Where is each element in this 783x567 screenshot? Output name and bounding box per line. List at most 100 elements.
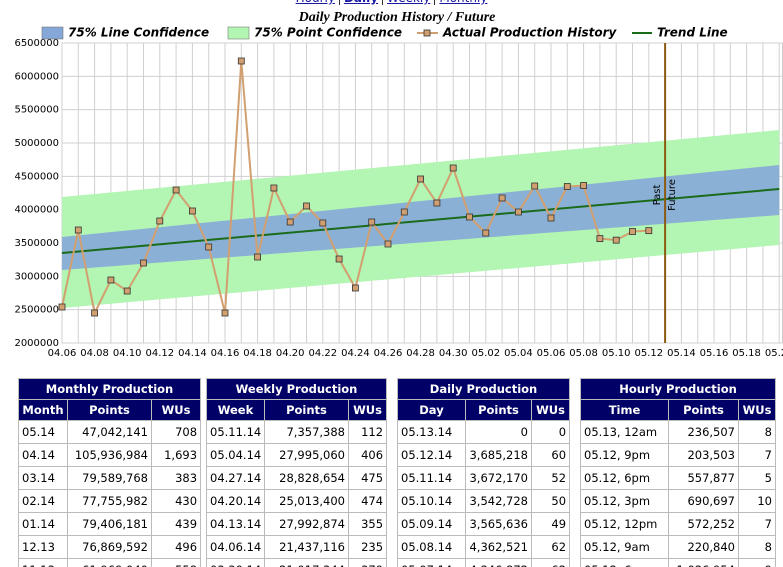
- table-cell: 7: [738, 512, 776, 536]
- x-tick-label: 04.26: [374, 348, 403, 359]
- table-cell: 05.10.14: [397, 489, 466, 513]
- table-row: 05.12, 9am 220,840 8: [580, 535, 776, 559]
- table-cell: 8: [738, 420, 776, 444]
- divider-label: Future: [667, 179, 678, 211]
- y-tick-label: 2500000: [14, 305, 59, 316]
- header-row: Day Points WUs: [397, 399, 571, 421]
- table-cell: 3,542,728: [465, 489, 532, 513]
- data-point: [612, 236, 620, 244]
- header-row: Week Points WUs: [206, 399, 388, 421]
- table-cell: 3,685,218: [465, 443, 532, 467]
- table-cell: 439: [150, 512, 202, 536]
- table-cell: 05.08.14: [397, 535, 466, 559]
- table-cell: 62: [530, 535, 571, 559]
- table-cell: 50: [530, 489, 571, 513]
- table-cell: 79,589,768: [67, 466, 152, 490]
- x-tick-label: 04.20: [276, 348, 305, 359]
- data-point: [319, 219, 327, 227]
- column-header: Month: [18, 399, 68, 421]
- legend-label: Trend Line: [657, 26, 728, 40]
- data-point: [58, 303, 66, 311]
- table-cell: 496: [150, 535, 202, 559]
- title-row: Daily Production: [396, 378, 571, 400]
- title-row: Monthly Production: [17, 378, 202, 400]
- data-point: [482, 229, 490, 237]
- column-header: WUs: [530, 399, 571, 421]
- table-cell: 05.12, 9pm: [580, 443, 669, 467]
- table-row: 01.14 79,406,181 439: [18, 512, 202, 536]
- table-cell: 03.30.14: [206, 558, 265, 567]
- table-cell: 8: [738, 535, 776, 559]
- table-cell: 474: [347, 489, 388, 513]
- table-cell: 235: [347, 535, 388, 559]
- data-point: [74, 226, 82, 234]
- data-point: [433, 199, 441, 207]
- y-tick-label: 2000000: [14, 338, 59, 349]
- table-row: 05.12, 12pm 572,252 7: [580, 512, 776, 536]
- x-tick-label: 04.10: [113, 348, 142, 359]
- table-cell: 220,840: [668, 535, 739, 559]
- table-row: 05.08.14 4,362,521 62: [397, 535, 571, 559]
- table-cell: 12.13: [18, 535, 68, 559]
- divider-label: Past: [652, 185, 663, 206]
- table-row: 05.13.14 0 0: [397, 420, 571, 444]
- y-tick-label: 3000000: [14, 271, 59, 282]
- table-cell: 05.04.14: [206, 443, 265, 467]
- y-tick-label: 5000000: [14, 138, 59, 149]
- table-cell: 236,507: [668, 420, 739, 444]
- table-cell: 05.07.14: [397, 558, 466, 567]
- table-title: Weekly Production: [205, 378, 388, 400]
- table-cell: 4,346,872: [465, 558, 532, 567]
- table-row: 03.14 79,589,768 383: [18, 466, 202, 490]
- data-point: [400, 208, 408, 216]
- legend-label: Actual Production History: [442, 26, 618, 40]
- table-cell: 3,672,170: [465, 466, 532, 490]
- data-point: [237, 57, 245, 65]
- table-cell: 572,252: [668, 512, 739, 536]
- table-cell: 77,755,982: [67, 489, 152, 513]
- table-row: 05.11.14 3,672,170 52: [397, 466, 571, 490]
- column-header: WUs: [150, 399, 202, 421]
- data-point: [107, 276, 115, 284]
- table-cell: 05.12, 3pm: [580, 489, 669, 513]
- nav-link[interactable]: Hourly: [292, 0, 339, 5]
- table-cell: 03.14: [18, 466, 68, 490]
- x-tick-label: 05.16: [700, 348, 729, 359]
- table-cell: 379: [347, 558, 388, 567]
- x-tick-label: 04.08: [80, 348, 109, 359]
- header-row: Time Points WUs: [580, 399, 776, 421]
- table-cell: 690,697: [668, 489, 739, 513]
- table-cell: 406: [347, 443, 388, 467]
- x-tick-label: 05.18: [732, 348, 761, 359]
- column-header: WUs: [738, 399, 776, 421]
- table-cell: 355: [347, 512, 388, 536]
- table-cell: 01.14: [18, 512, 68, 536]
- x-tick-label: 05.02: [471, 348, 500, 359]
- column-header: Points: [465, 399, 532, 421]
- table-cell: 79,406,181: [67, 512, 152, 536]
- table-row: 05.09.14 3,565,636 49: [397, 512, 571, 536]
- nav-link[interactable]: Monthly: [434, 0, 492, 5]
- table-cell: 05.12, 12pm: [580, 512, 669, 536]
- x-tick-label: 05.04: [504, 348, 533, 359]
- table-cell: 49: [530, 512, 571, 536]
- table-cell: 1,693: [150, 443, 202, 467]
- production-table: Monthly Production Month Points WUs 05.14 47,…: [17, 378, 202, 567]
- chart-title: Daily Production History / Future: [298, 10, 496, 25]
- column-header: Points: [67, 399, 152, 421]
- table-row: 11.1361,969,040558: [18, 558, 202, 567]
- table-cell: 708: [150, 420, 202, 444]
- column-header: WUs: [347, 399, 388, 421]
- table-cell: 05.13, 12am: [580, 420, 669, 444]
- table-cell: 05.12, 6pm: [580, 466, 669, 490]
- data-point: [515, 208, 522, 216]
- table-cell: 383: [150, 466, 202, 490]
- data-point: [303, 202, 310, 210]
- data-point: [645, 227, 653, 235]
- column-header: Day: [397, 399, 466, 421]
- nav-link[interactable]: Weekly: [382, 0, 435, 5]
- nav-link[interactable]: Daily: [338, 0, 383, 5]
- x-tick-label: 05.14: [667, 348, 696, 359]
- data-point: [368, 218, 376, 226]
- table-row: 05.12, 3pm 690,697 10: [580, 489, 776, 513]
